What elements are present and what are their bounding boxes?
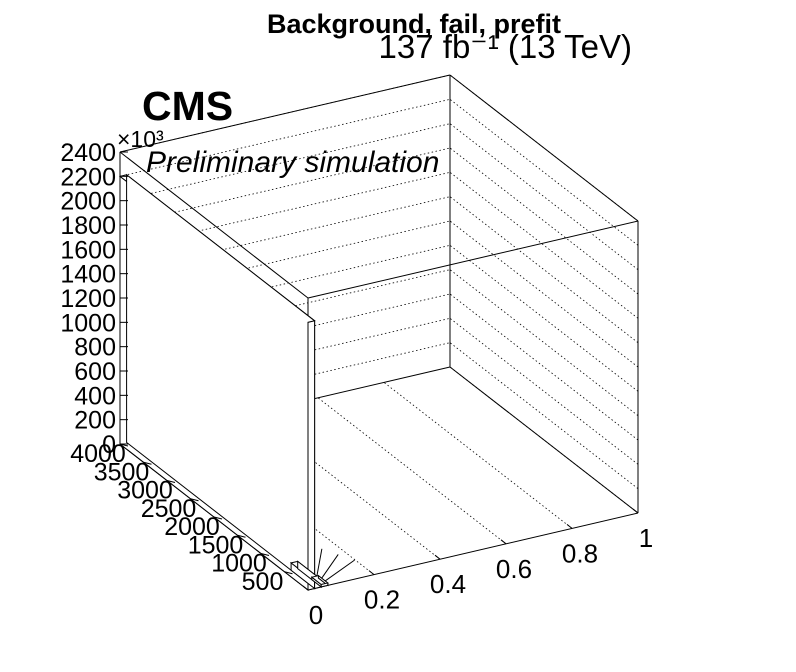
x-tick-label-4: 0.8 — [562, 538, 598, 568]
y-tick-mark-1 — [260, 553, 270, 556]
z-tick-label-10: 2000 — [60, 188, 116, 216]
y-tick-mark-5 — [166, 480, 176, 483]
y-tick-mark-7 — [119, 443, 129, 447]
x-tick-mark-3 — [500, 539, 507, 545]
x-tick-mark-0 — [302, 585, 309, 591]
box-edge-8 — [307, 220, 639, 299]
z-tick-label-6: 1200 — [60, 285, 116, 313]
box-edge-11 — [119, 151, 309, 299]
y-tick-mark-4 — [190, 498, 199, 502]
ticks: 0200400600800100012001400160018002000220… — [60, 139, 653, 630]
z-tick-label-9: 1800 — [60, 212, 116, 240]
box-edge-0 — [307, 512, 639, 591]
y-tick-mark-6 — [143, 461, 152, 465]
grid-z-right-7 — [449, 196, 639, 343]
x-tick-label-3: 0.6 — [496, 554, 532, 584]
z-tick-label-2: 400 — [74, 382, 116, 410]
grid-z-right-1 — [449, 342, 639, 489]
x-tick-mark-4 — [566, 524, 573, 529]
lumi-label: 137 fb⁻¹ (13 TeV) — [379, 28, 632, 65]
z-tick-label-12: 2400 — [60, 139, 116, 167]
z-tick-label-3: 600 — [74, 358, 116, 386]
grid-x-floor-3 — [317, 397, 507, 545]
bars — [118, 173, 329, 592]
y-tick-label-6: 3500 — [94, 458, 150, 486]
x-tick-label-2: 0.4 — [430, 569, 466, 599]
y-tick-mark-2 — [237, 534, 246, 538]
y-tick-label-2: 1500 — [188, 531, 244, 559]
z-tick-label-0: 0 — [102, 431, 116, 459]
z-tick-label-1: 200 — [74, 407, 116, 435]
bar-0 — [118, 173, 316, 592]
grid-z-back-10 — [119, 123, 451, 202]
x-tick-mark-2 — [434, 554, 441, 560]
y-tick-label-1: 1000 — [211, 550, 267, 578]
y-tick-mark-0 — [284, 571, 293, 575]
grid-z-right-9 — [449, 147, 639, 295]
z-axis-exponent: ×10³ — [117, 126, 164, 152]
y-tick-label-0: 500 — [242, 568, 284, 596]
grid-z-right-3 — [449, 293, 639, 441]
grid-z-right-4 — [449, 269, 639, 416]
x-tick-mark-5 — [632, 508, 639, 514]
bar-0-side — [126, 173, 316, 590]
x-tick-label-1: 0.2 — [364, 585, 400, 615]
z-tick-label-4: 800 — [74, 334, 116, 362]
z-tick-label-5: 1000 — [60, 309, 116, 337]
y-tick-label-3: 2000 — [164, 513, 220, 541]
x-tick-label-0: 0 — [309, 600, 323, 630]
grid-z-back-11 — [119, 98, 451, 177]
z-tick-label-7: 1400 — [60, 261, 116, 289]
extra-text: Preliminary simulation — [146, 146, 439, 179]
grid-z-right-5 — [449, 245, 639, 392]
y-tick-label-5: 3000 — [117, 477, 173, 505]
experiment-label: CMS — [142, 83, 233, 129]
y-tick-label-7: 4000 — [70, 440, 126, 468]
grid-z-right-10 — [449, 123, 639, 270]
y-tick-label-4: 2500 — [141, 495, 197, 523]
z-tick-label-11: 2200 — [60, 163, 116, 191]
x-tick-label-5: 1 — [639, 523, 653, 553]
bar-0-front — [307, 320, 316, 591]
grid-z-right-2 — [449, 318, 639, 465]
grid-x-floor-4 — [383, 382, 573, 529]
bar-2-front — [320, 582, 329, 588]
y-tick-mark-3 — [213, 516, 223, 520]
grid-z-right-8 — [449, 172, 639, 319]
box-edge-2 — [449, 366, 639, 514]
box-edge-9 — [119, 74, 451, 153]
grid-z-right-11 — [449, 99, 639, 246]
x-tick-mark-1 — [368, 570, 375, 575]
chart-title: Background, fail, prefit — [267, 9, 561, 39]
box-edge-10 — [449, 74, 639, 222]
z-tick-label-8: 1600 — [60, 236, 116, 264]
bar-1 — [289, 560, 323, 590]
bar-2 — [310, 574, 329, 588]
